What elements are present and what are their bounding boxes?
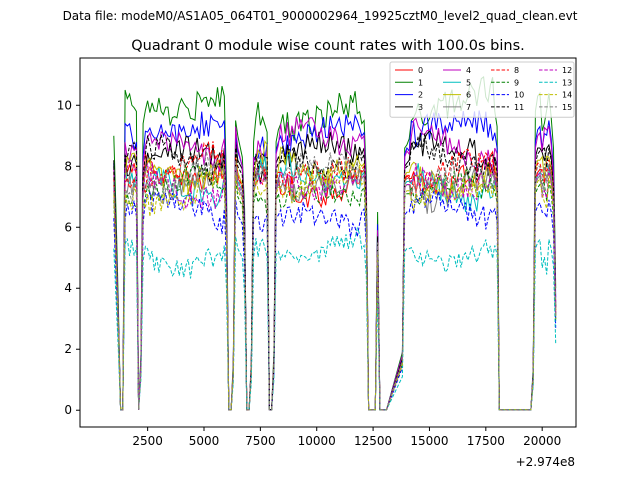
- series-line-12: [113, 157, 557, 411]
- legend-label-5: 5: [466, 78, 471, 87]
- series-line-9: [113, 164, 557, 411]
- x-tick-label: 15000: [410, 434, 448, 448]
- x-offset-label: +2.974e8: [516, 455, 575, 469]
- chart-title: Quadrant 0 module wise count rates with …: [131, 38, 525, 54]
- series-line-15: [113, 151, 557, 411]
- x-tick-label: 12500: [354, 434, 392, 448]
- y-tick-label: 8: [64, 159, 72, 173]
- legend-label-14: 14: [562, 91, 572, 100]
- legend-label-3: 3: [418, 103, 423, 112]
- x-tick-label: 20000: [523, 434, 561, 448]
- series-line-11: [113, 133, 557, 411]
- x-tick-label: 17500: [467, 434, 505, 448]
- x-tick-label: 7500: [245, 434, 276, 448]
- series-line-10: [113, 188, 557, 411]
- legend-label-11: 11: [514, 103, 524, 112]
- legend-label-0: 0: [418, 66, 423, 75]
- x-tick-label: 5000: [189, 434, 220, 448]
- series-line-4: [113, 116, 557, 411]
- series-line-13: [113, 226, 557, 411]
- series-line-14: [113, 162, 557, 411]
- suptitle: Data file: modeM0/AS1A05_064T01_90000029…: [63, 9, 578, 23]
- axes-layer: 2500 5000 7500 10000 12500 15000 17500 20000 0 2 4…: [57, 57, 577, 448]
- legend-label-7: 7: [466, 103, 471, 112]
- x-tick-label: 10000: [298, 434, 336, 448]
- legend-label-10: 10: [514, 91, 524, 100]
- series-layer: [113, 75, 557, 411]
- legend-label-2: 2: [418, 91, 423, 100]
- plot-frame: [79, 57, 577, 428]
- legend-label-8: 8: [514, 66, 519, 75]
- y-tick-label: 4: [64, 281, 72, 295]
- x-tick-label: 2500: [132, 434, 163, 448]
- legend-box: [389, 61, 575, 118]
- legend-label-9: 9: [514, 78, 519, 87]
- y-tick-label: 6: [64, 220, 72, 234]
- legend-label-15: 15: [562, 103, 572, 112]
- legend-label-1: 1: [418, 78, 423, 87]
- legend-label-4: 4: [466, 66, 471, 75]
- y-tick-label: 0: [64, 403, 72, 417]
- legend-label-6: 6: [466, 91, 471, 100]
- legend-label-13: 13: [562, 78, 572, 87]
- series-line-5: [113, 153, 557, 411]
- y-tick-label: 2: [64, 342, 72, 356]
- series-line-2: [113, 110, 557, 411]
- legend-label-12: 12: [562, 66, 572, 75]
- y-tick-label: 10: [57, 98, 72, 112]
